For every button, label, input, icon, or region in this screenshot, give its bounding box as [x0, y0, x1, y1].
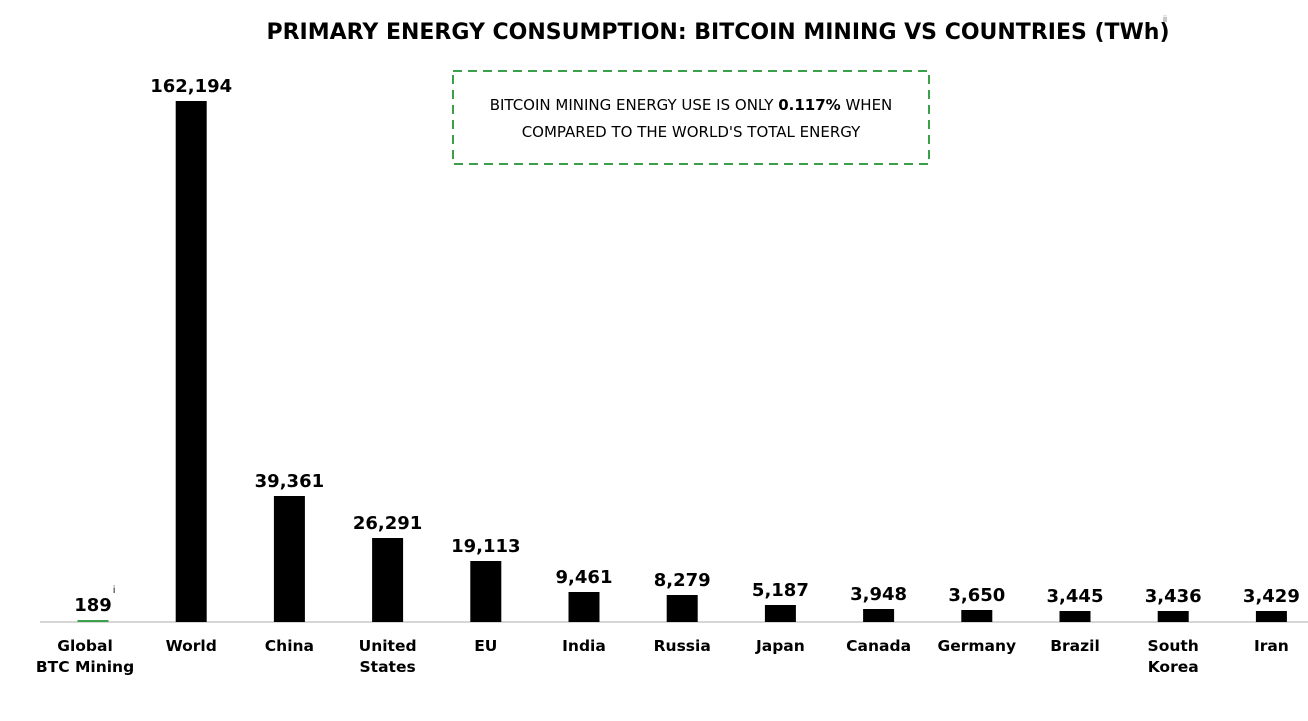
- category-label-2-line-0: China: [265, 637, 314, 655]
- annotation-text-after: WHEN: [841, 96, 893, 114]
- bar-10: [1059, 611, 1091, 622]
- bar-8: [863, 609, 895, 622]
- annotation-line-2: COMPARED TO THE WORLD'S TOTAL ENERGY: [522, 123, 861, 141]
- bar-value-label-12: 3,429: [1243, 586, 1300, 607]
- bar-value-label-2: 39,361: [255, 471, 324, 492]
- chart-title: PRIMARY ENERGY CONSUMPTION: BITCOIN MINI…: [266, 20, 1169, 45]
- category-label-0-line-0: Global: [57, 637, 113, 655]
- bar-2: [273, 496, 305, 622]
- bar-11: [1157, 611, 1189, 622]
- annotation-line-1: BITCOIN MINING ENERGY USE IS ONLY 0.117%…: [490, 96, 893, 114]
- bar-footnote-marker-0: i: [113, 585, 115, 596]
- bar-value-label-8: 3,948: [850, 584, 907, 605]
- bar-3: [372, 538, 404, 622]
- bar-7: [764, 605, 796, 622]
- category-labels-group: Global BTC Mining World China United States EU…: [36, 637, 1289, 676]
- category-label-9-line-0: Germany: [937, 637, 1016, 655]
- bar-1: [175, 101, 207, 622]
- annotation-box: BITCOIN MINING ENERGY USE IS ONLY 0.117%…: [452, 70, 930, 165]
- bar-0: [77, 620, 109, 622]
- bar-value-label-7: 5,187: [752, 580, 809, 601]
- category-label-5-line-0: India: [562, 637, 606, 655]
- category-label-0-line-1: BTC Mining: [36, 658, 134, 676]
- category-label-11-line-0: South: [1148, 637, 1199, 655]
- bar-value-label-10: 3,445: [1047, 586, 1104, 607]
- category-label-3-line-0: United: [359, 637, 417, 655]
- bar-5: [568, 592, 600, 622]
- category-label-10-line-0: Brazil: [1050, 637, 1100, 655]
- annotation-border: [452, 70, 930, 165]
- annotation-text-before: BITCOIN MINING ENERGY USE IS ONLY: [490, 96, 779, 114]
- annotation-percentage: 0.117%: [778, 96, 840, 114]
- bar-value-label-0: 189: [74, 595, 112, 616]
- bar-value-label-4: 19,113: [451, 536, 520, 557]
- bar-value-label-3: 26,291: [353, 513, 422, 534]
- bar-value-label-6: 8,279: [654, 570, 711, 591]
- category-label-8-line-0: Canada: [846, 637, 911, 655]
- bar-value-label-9: 3,650: [948, 585, 1005, 606]
- category-label-12-line-0: Iran: [1254, 637, 1289, 655]
- category-label-7-line-0: Japan: [755, 637, 805, 655]
- category-label-3-line-1: States: [360, 658, 416, 676]
- bar-value-label-5: 9,461: [556, 567, 613, 588]
- category-label-11-line-1: Korea: [1148, 658, 1199, 676]
- bar-value-label-1: 162,194: [150, 76, 232, 97]
- bar-12: [1255, 611, 1287, 622]
- bar-value-label-11: 3,436: [1145, 586, 1202, 607]
- bar-4: [470, 561, 502, 622]
- bar-9: [961, 610, 993, 622]
- category-label-4-line-0: EU: [474, 637, 497, 655]
- bar-6: [666, 595, 698, 622]
- category-label-6-line-0: Russia: [654, 637, 711, 655]
- bars-group: [77, 101, 1287, 622]
- title-footnote-marker: ii: [1163, 14, 1167, 24]
- category-label-1-line-0: World: [166, 637, 217, 655]
